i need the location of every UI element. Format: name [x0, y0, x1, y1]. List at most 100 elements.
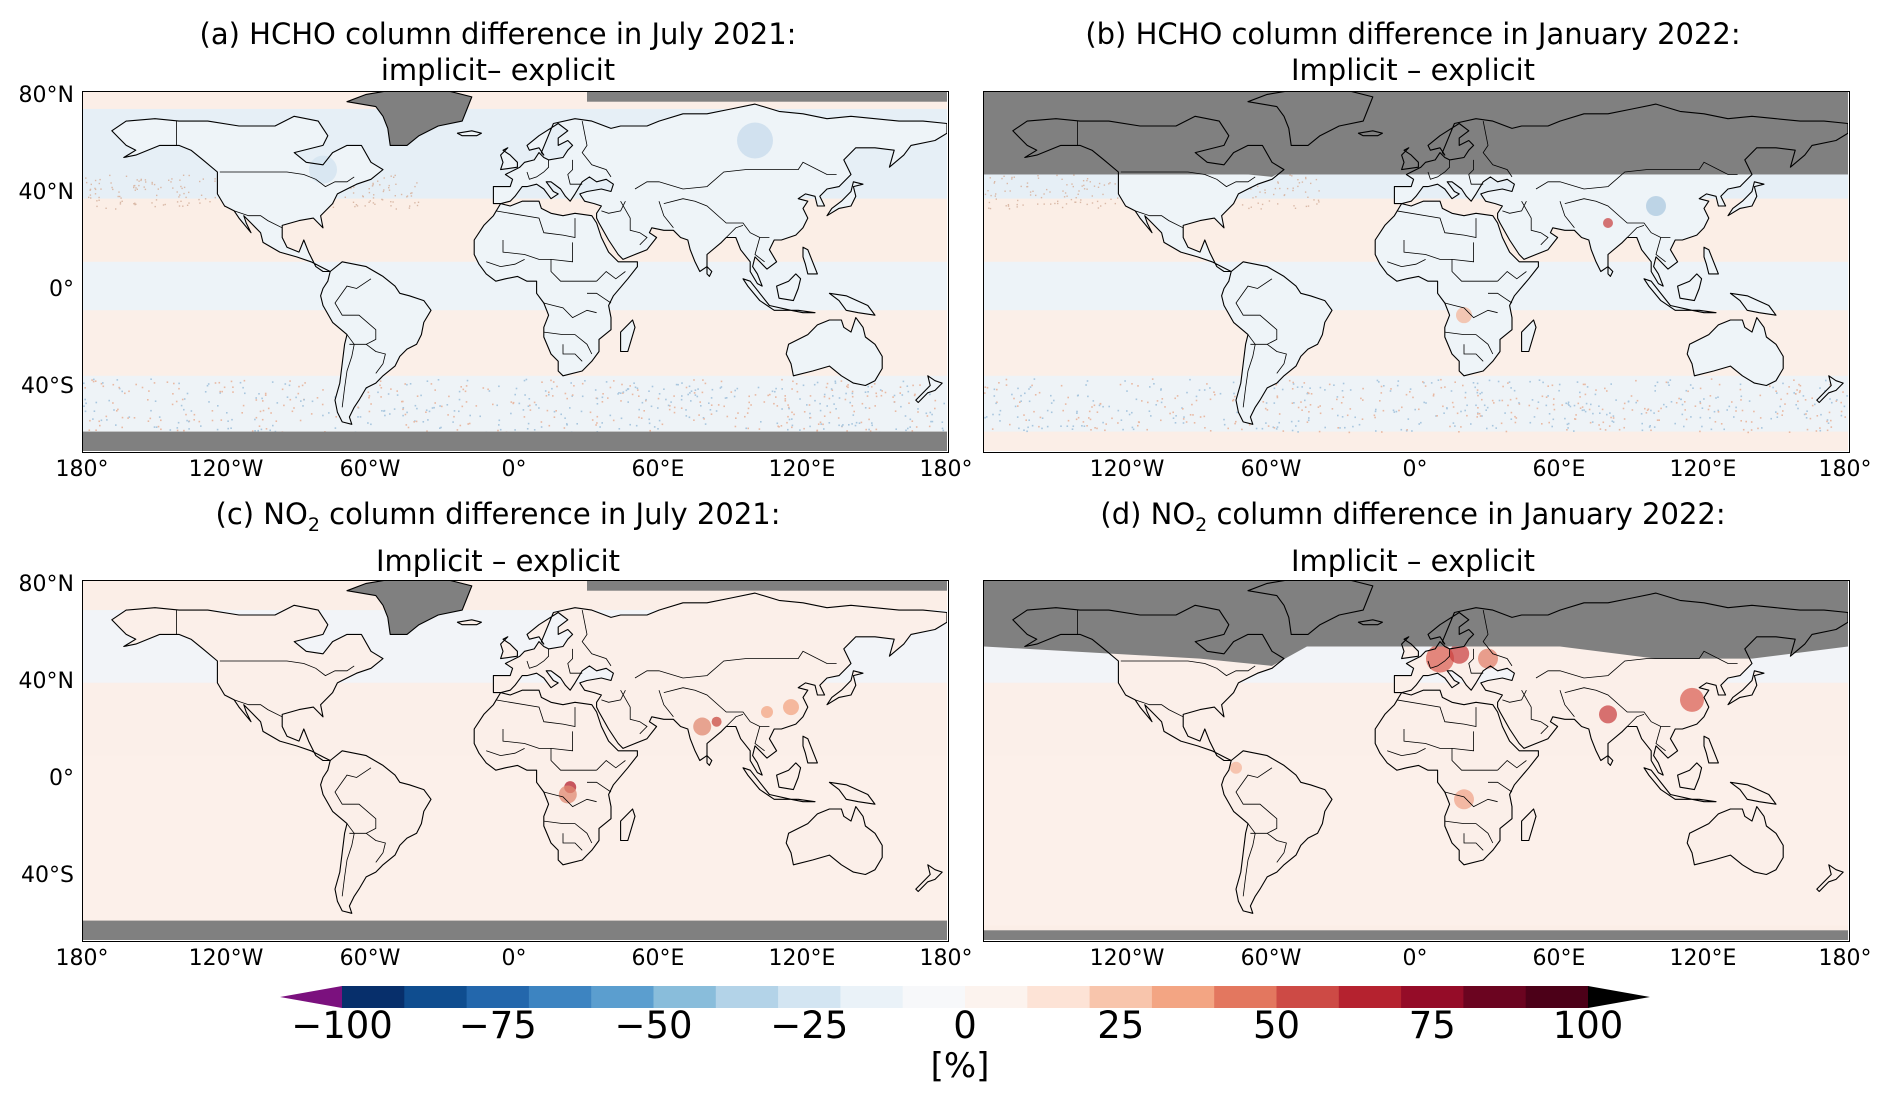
- noise-speck: [1257, 185, 1259, 188]
- noise-speck: [685, 409, 687, 411]
- noise-speck: [594, 389, 597, 391]
- noise-speck: [791, 411, 793, 414]
- noise-speck: [1703, 398, 1705, 400]
- noise-speck: [1430, 382, 1433, 384]
- noise-speck: [1024, 392, 1026, 395]
- noise-speck: [459, 424, 462, 427]
- noise-speck: [1425, 402, 1427, 404]
- country-border: [1135, 699, 1184, 718]
- noise-speck: [1005, 384, 1008, 386]
- noise-speck: [181, 187, 183, 190]
- noise-speck: [904, 415, 907, 417]
- noise-speck: [374, 203, 376, 205]
- noise-speck: [548, 391, 550, 394]
- noise-speck: [788, 407, 790, 410]
- noise-speck: [1077, 394, 1079, 397]
- noise-speck: [100, 382, 103, 385]
- coastline-newGuinea: [828, 781, 876, 805]
- noise-speck: [934, 399, 937, 402]
- noise-speck: [852, 414, 855, 416]
- noise-speck: [1001, 177, 1003, 180]
- coastline-indonesia: [1643, 767, 1717, 803]
- noise-speck: [994, 181, 996, 183]
- land-eurasia: [493, 593, 947, 776]
- country-border: [1482, 121, 1513, 178]
- noise-speck: [909, 426, 911, 428]
- coastline-newZealand: [1816, 864, 1844, 893]
- noise-speck: [479, 415, 481, 418]
- coastline-britain: [500, 636, 518, 660]
- noise-speck: [226, 412, 228, 414]
- noise-speck: [1286, 187, 1289, 190]
- noise-speck: [1085, 384, 1087, 386]
- noise-speck: [1776, 416, 1779, 418]
- noise-speck: [1514, 415, 1516, 418]
- noise-speck: [884, 391, 887, 394]
- noise-speck: [242, 386, 244, 389]
- noise-speck: [183, 429, 185, 432]
- noise-speck: [1674, 422, 1676, 425]
- noise-speck: [1020, 185, 1022, 188]
- noise-speck: [576, 423, 578, 425]
- noise-speck: [1340, 402, 1343, 404]
- noise-speck: [1053, 399, 1055, 402]
- noise-speck: [1016, 416, 1019, 418]
- noise-speck: [566, 423, 568, 425]
- noise-speck: [851, 390, 854, 393]
- noise-speck: [1424, 385, 1427, 387]
- colorbar-tick-label: −50: [614, 1004, 693, 1047]
- noise-speck: [1111, 417, 1113, 420]
- noise-speck: [464, 390, 467, 393]
- noise-speck: [388, 184, 390, 187]
- coastline-eurasia: [1393, 103, 1848, 287]
- noise-speck: [92, 418, 94, 420]
- noise-speck: [271, 381, 274, 383]
- coastline-newZealand: [915, 375, 943, 404]
- lon-tick-label: 60°W: [339, 946, 401, 971]
- country-border: [1235, 278, 1278, 345]
- ocean-band: [984, 375, 1848, 432]
- noise-speck: [1250, 206, 1252, 208]
- noise-speck: [300, 400, 302, 402]
- noise-speck: [775, 387, 777, 390]
- noise-speck: [261, 418, 264, 421]
- noise-speck: [993, 388, 996, 391]
- noise-speck: [1156, 400, 1159, 402]
- noise-speck: [230, 380, 233, 383]
- noise-speck: [1089, 181, 1091, 183]
- noise-speck: [1508, 381, 1511, 383]
- noise-speck: [1611, 420, 1614, 422]
- noise-speck: [1507, 382, 1509, 384]
- noise-speck: [855, 421, 858, 424]
- coastline-newGuinea: [828, 292, 876, 316]
- noise-speck: [316, 397, 319, 399]
- noise-speck: [1037, 203, 1039, 205]
- noise-speck: [147, 420, 150, 422]
- noise-speck: [84, 410, 87, 413]
- lon-tick-label: 120°E: [1669, 457, 1737, 482]
- noise-speck: [1007, 204, 1010, 206]
- noise-speck: [1452, 422, 1455, 424]
- noise-speck: [1029, 386, 1032, 388]
- noise-speck: [689, 392, 691, 394]
- noise-speck: [1349, 408, 1352, 410]
- noise-speck: [303, 398, 305, 401]
- country-border: [581, 610, 612, 667]
- noise-speck: [596, 415, 599, 418]
- land-southAmerica: [320, 750, 431, 914]
- noise-speck: [289, 398, 292, 401]
- colorbar-segment: [715, 986, 779, 1008]
- noise-speck: [1443, 412, 1445, 414]
- noise-speck: [763, 401, 766, 403]
- noise-speck: [1149, 386, 1151, 388]
- noise-speck: [1060, 425, 1062, 427]
- noise-speck: [1464, 396, 1467, 399]
- lon-tick-label: 120°W: [1089, 946, 1165, 971]
- noise-speck: [381, 410, 383, 412]
- noise-speck: [414, 202, 416, 204]
- noise-speck: [1056, 174, 1058, 177]
- noise-speck: [823, 415, 826, 417]
- noise-speck: [106, 419, 108, 421]
- noise-speck: [1070, 198, 1073, 201]
- noise-speck: [1300, 401, 1302, 403]
